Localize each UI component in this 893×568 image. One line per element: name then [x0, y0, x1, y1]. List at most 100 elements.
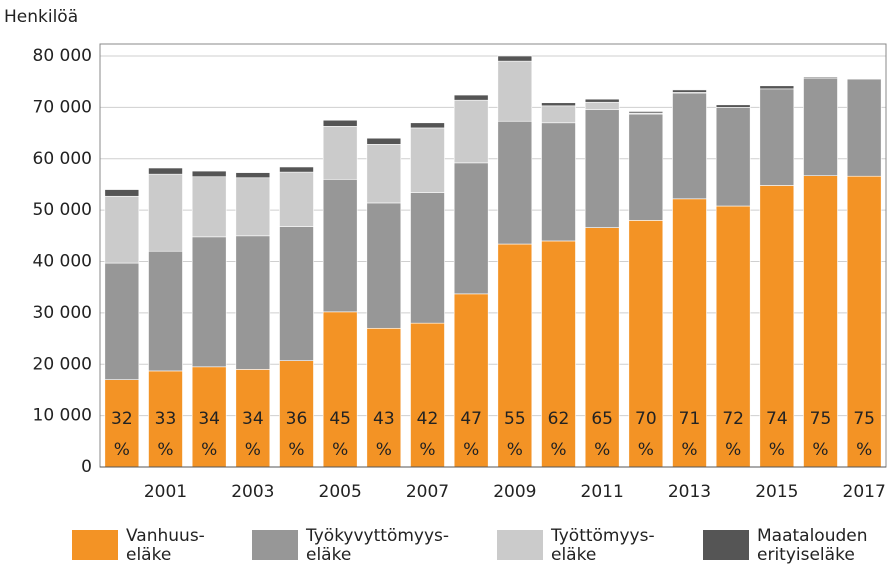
legend-label-line: Vanhuus- [126, 526, 205, 546]
bar-segment [410, 127, 445, 193]
legend-label: Vanhuus-eläke [126, 526, 205, 565]
x-tick-label: 2005 [319, 482, 362, 502]
bar-segment [148, 370, 183, 468]
bar-segment [322, 126, 358, 180]
legend-label-line: eläke [306, 545, 351, 565]
bar-segment [497, 60, 533, 122]
share-label: 34 [198, 409, 220, 429]
share-label: 42 [417, 409, 439, 429]
bar-segment [453, 162, 489, 295]
bar-segment [497, 55, 533, 62]
share-unit: % [507, 440, 523, 460]
bar-segment [148, 167, 183, 175]
bar-segment [104, 379, 140, 468]
bar-segment [715, 205, 751, 468]
share-unit: % [681, 440, 697, 460]
share-unit: % [769, 440, 785, 460]
bar-segment [366, 137, 402, 145]
share-label: 32 [111, 409, 133, 429]
legend-label-line: eläke [126, 545, 171, 565]
share-unit: % [594, 440, 610, 460]
bar-segment [803, 76, 838, 79]
share-unit: % [201, 440, 217, 460]
bar-segment [191, 170, 227, 178]
legend-label-line: Maatalouden [757, 526, 868, 546]
share-label: 72 [722, 409, 744, 429]
x-tick-label: 2001 [144, 482, 187, 502]
bar-segment [497, 120, 533, 245]
share-unit: % [463, 440, 479, 460]
bar-segment [672, 89, 707, 93]
x-tick-label: 2015 [755, 482, 798, 502]
x-tick-label: 2003 [231, 482, 274, 502]
bar-segment [235, 172, 271, 179]
bar-segment [322, 179, 358, 313]
x-tick-label: 2009 [493, 482, 536, 502]
legend-swatch [497, 530, 543, 560]
share-unit: % [376, 440, 392, 460]
bar-segment [104, 189, 140, 197]
bar-segment [541, 105, 576, 124]
bar-segment [715, 104, 751, 108]
share-unit: % [157, 440, 173, 460]
legend-label-line: eläke [551, 545, 596, 565]
share-label: 45 [329, 409, 351, 429]
share-unit: % [638, 440, 654, 460]
bar-segment [672, 92, 707, 200]
bar-segment [846, 78, 882, 177]
share-unit: % [245, 440, 261, 460]
share-label: 75 [853, 409, 875, 429]
share-label: 62 [548, 409, 570, 429]
legend-label-line: Työkyvyttömyys- [305, 526, 449, 546]
bar-segment [279, 226, 314, 361]
legend-label-line: erityiseläke [757, 545, 855, 565]
x-tick-label: 2017 [843, 482, 886, 502]
bar-segment [497, 243, 533, 468]
share-unit: % [419, 440, 435, 460]
bar-segment [104, 262, 140, 380]
bar-segment [803, 175, 838, 468]
y-tick-label: 0 [81, 457, 92, 477]
bar-segment [584, 109, 620, 228]
bar-segment [366, 202, 402, 329]
bar-segment [672, 198, 707, 468]
legend-swatch [72, 530, 118, 560]
share-label: 34 [242, 409, 264, 429]
bar-segment [366, 327, 402, 468]
y-tick-label: 80 000 [33, 46, 92, 66]
bar-segment [366, 144, 402, 204]
share-label: 70 [635, 409, 657, 429]
bar-segment [628, 111, 664, 114]
y-tick-label: 40 000 [33, 252, 92, 272]
bar-segment [453, 99, 489, 164]
bar-segment [453, 94, 489, 101]
bar-segment [759, 185, 795, 468]
bar-segment [104, 195, 140, 264]
share-unit: % [114, 440, 130, 460]
bar-segment [235, 177, 271, 237]
y-tick-label: 50 000 [33, 200, 92, 220]
bar-segment [410, 192, 445, 324]
bar-segment [191, 236, 227, 368]
bar-segment [846, 175, 882, 468]
bar-segment [235, 369, 271, 468]
y-tick-label: 60 000 [33, 149, 92, 169]
legend-label: Maatalouden erityiseläke [757, 526, 868, 565]
bar-segment [628, 113, 664, 221]
legend-label-line: Työttömyys- [550, 526, 655, 546]
bar-segment [148, 250, 183, 372]
y-tick-label: 30 000 [33, 303, 92, 323]
bar-segment [453, 293, 489, 468]
bar-segment [279, 360, 314, 468]
share-unit: % [856, 440, 872, 460]
y-tick-label: 70 000 [33, 97, 92, 117]
bar-segment [541, 240, 576, 468]
bar-segment [322, 119, 358, 127]
bar-segment [715, 107, 751, 207]
bar-segment [279, 166, 314, 173]
share-label: 55 [504, 409, 526, 429]
bar-segment [759, 85, 795, 90]
share-label: 74 [766, 409, 788, 429]
legend-label: Työkyvyttömyys-eläke [305, 526, 449, 565]
